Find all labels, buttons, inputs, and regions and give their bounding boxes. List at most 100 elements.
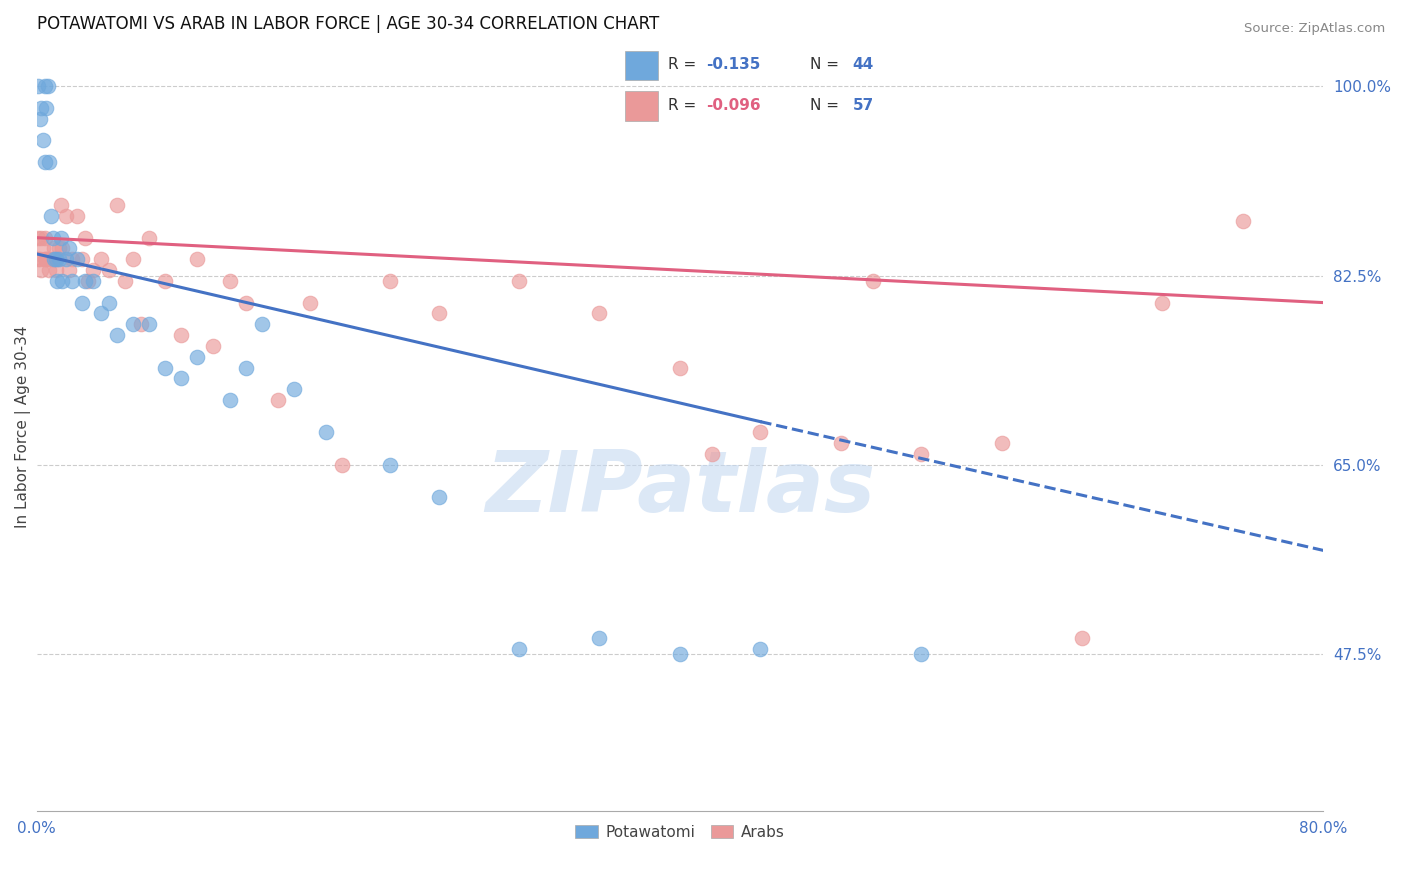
Point [58,263,80,277]
Point [170,328,193,343]
Point [138,230,160,244]
Text: ZIPatlas: ZIPatlas [485,447,875,530]
Point [90,252,112,267]
Text: Source: ZipAtlas.com: Source: ZipAtlas.com [1244,22,1385,36]
Point [427,306,450,320]
Point [508,274,530,288]
Point [862,274,884,288]
Text: N =: N = [810,57,844,72]
Point [49,198,72,212]
Point [155,360,177,375]
Text: POTAWATOMI VS ARAB IN LABOR FORCE | AGE 30-34 CORRELATION CHART: POTAWATOMI VS ARAB IN LABOR FORCE | AGE … [37,15,659,33]
Point [30,263,52,277]
Point [186,350,208,364]
Text: R =: R = [668,98,702,113]
Point [49,230,72,244]
Point [186,252,208,267]
Text: R =: R = [668,57,702,72]
Point [34,230,56,244]
Point [45,263,67,277]
Text: -0.096: -0.096 [706,98,761,113]
Point [114,274,136,288]
Point [202,339,225,353]
Text: 57: 57 [853,98,875,113]
Point [122,252,145,267]
Point [30,101,52,115]
Point [32,133,55,147]
Text: N =: N = [810,98,844,113]
Point [298,295,321,310]
Point [588,306,610,320]
Point [32,242,55,256]
Point [1152,295,1174,310]
Point [700,447,723,461]
Point [105,198,128,212]
Point [30,230,52,244]
Point [46,252,69,267]
Point [66,209,89,223]
Point [250,317,273,331]
Point [44,252,66,267]
Point [70,295,93,310]
Point [41,252,63,267]
Point [51,274,73,288]
Point [70,252,93,267]
Point [129,317,152,331]
Point [1071,631,1094,645]
Point [34,79,56,94]
Point [669,360,692,375]
Point [37,79,59,94]
FancyBboxPatch shape [624,91,658,120]
Point [58,242,80,256]
Point [77,274,100,288]
Point [427,491,450,505]
Point [55,252,77,267]
Point [55,209,77,223]
Point [34,155,56,169]
Point [235,295,257,310]
Point [39,209,62,223]
FancyBboxPatch shape [624,51,658,80]
Point [38,155,60,169]
Point [73,274,96,288]
Point [27,230,49,244]
Point [508,641,530,656]
Point [97,263,120,277]
Point [380,458,402,472]
Point [380,274,402,288]
Point [35,252,58,267]
Point [97,295,120,310]
Point [27,79,49,94]
Point [82,263,104,277]
Point [218,274,240,288]
Point [910,447,932,461]
Point [37,252,59,267]
Point [73,230,96,244]
Point [28,112,51,126]
Point [38,263,60,277]
Point [66,252,89,267]
Point [46,274,69,288]
Point [44,242,66,256]
Text: 44: 44 [853,57,875,72]
Point [82,274,104,288]
Point [170,371,193,385]
Legend: Potawatomi, Arabs: Potawatomi, Arabs [569,819,792,846]
Point [27,252,49,267]
Point [1232,214,1254,228]
Point [45,252,67,267]
Point [669,647,692,661]
Point [138,317,160,331]
Point [267,392,290,407]
Point [990,436,1012,450]
Point [39,252,62,267]
Point [910,647,932,661]
Point [60,252,83,267]
Point [41,230,63,244]
Point [122,317,145,331]
Point [218,392,240,407]
Point [48,252,70,267]
Point [105,328,128,343]
Point [28,252,51,267]
Point [830,436,852,450]
